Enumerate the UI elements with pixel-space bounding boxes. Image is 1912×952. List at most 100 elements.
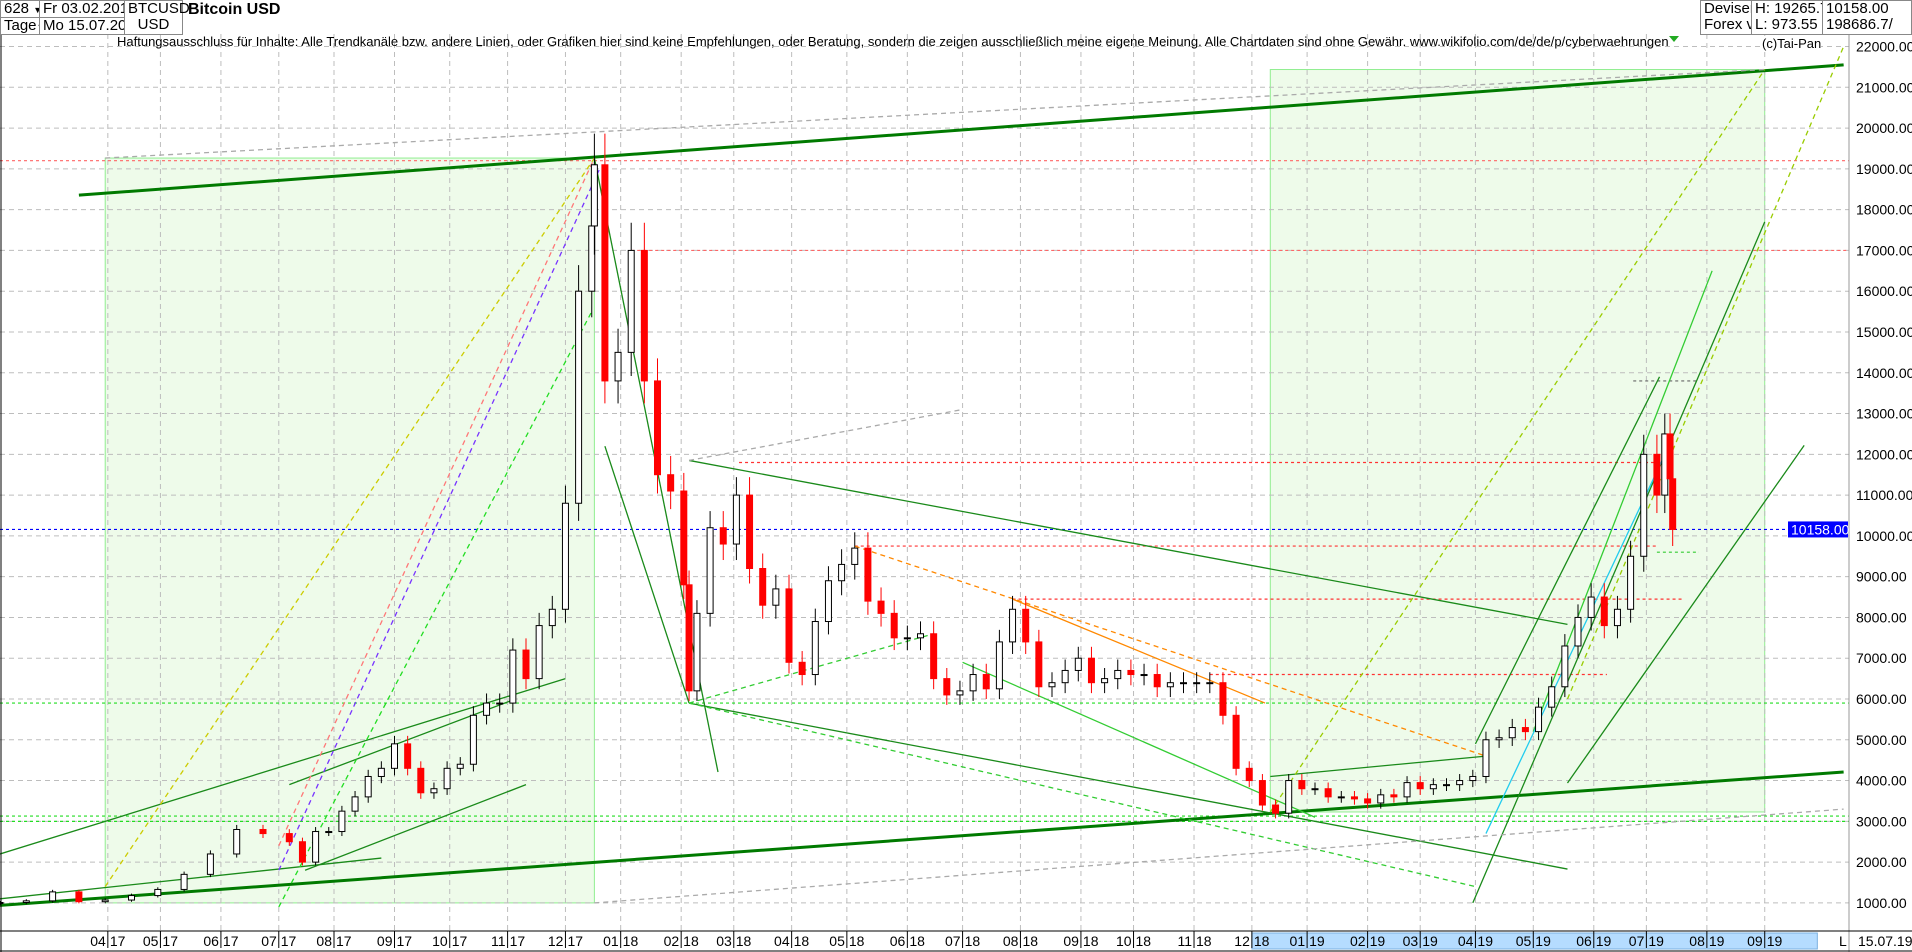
candle (483, 693, 491, 725)
x-tick-label-month: 08 (1003, 933, 1019, 949)
candle-body (798, 661, 806, 676)
candle-body (1613, 608, 1621, 627)
scale-mode-button[interactable]: L (1839, 933, 1847, 949)
candle (22, 899, 30, 905)
candle-body (1087, 657, 1095, 684)
x-tick-label-year: 17 (397, 933, 413, 949)
candle (1456, 774, 1464, 791)
candle (1140, 663, 1148, 686)
candle (1219, 672, 1227, 725)
candle-body (1061, 669, 1069, 684)
start-date-field[interactable]: Fr 03.02.2017 (39, 0, 136, 18)
x-tick-label-month: 03 (1403, 933, 1419, 949)
x-tick-label-month: 05 (1516, 933, 1532, 949)
trend-line (104, 157, 595, 887)
candle (680, 472, 688, 600)
x-tick-label-month: 01 (603, 933, 619, 949)
candle (1469, 769, 1477, 788)
bars-count-select[interactable]: 628 ▼ (0, 0, 43, 18)
candle-body (930, 633, 938, 680)
candle (969, 663, 977, 701)
candle-body (1669, 478, 1677, 530)
trend-line (1474, 376, 1661, 745)
x-tick-label-month: 12 (548, 933, 564, 949)
candle-body (588, 225, 596, 292)
symbol-cell: BTCUSD USD (124, 0, 190, 35)
candle (930, 621, 938, 690)
currency: USD (137, 16, 170, 33)
candle-body (654, 380, 661, 476)
candle-body (1206, 682, 1214, 685)
candle (1669, 460, 1677, 547)
candle-body (1666, 433, 1674, 480)
x-tick-label-year: 19 (1535, 933, 1551, 949)
candle-body (1364, 798, 1372, 804)
candle (1035, 629, 1043, 698)
candle (1048, 672, 1056, 698)
end-date-field[interactable]: Mo 15.07.2019 (39, 17, 143, 35)
candle (75, 889, 83, 904)
candle-body (851, 547, 859, 565)
candle (1377, 788, 1385, 809)
x-tick-label-year: 18 (909, 933, 925, 949)
x-tick-label-year: 17 (567, 933, 583, 949)
candle-body (561, 502, 569, 610)
x-tick-label-month: 10 (1116, 933, 1132, 949)
candle (1350, 790, 1358, 805)
candle-body (903, 637, 911, 640)
candle-body (1219, 682, 1227, 716)
y-tick-label: 20000.00 (1856, 120, 1912, 136)
candle-body (772, 588, 780, 606)
candle-body (627, 249, 635, 353)
x-tick-label-year: 17 (162, 933, 178, 949)
candle (590, 133, 598, 255)
candle-body (732, 494, 740, 545)
candle (180, 871, 188, 892)
candle-body (1535, 706, 1543, 733)
candle (1613, 595, 1621, 639)
candle (1074, 646, 1082, 682)
candle (1627, 540, 1635, 623)
candle (1180, 672, 1187, 694)
candle (1535, 697, 1543, 741)
y-tick-label: 7000.00 (1856, 650, 1907, 666)
candle-body (943, 678, 951, 696)
trend-line (304, 784, 527, 871)
candle-body (680, 490, 688, 586)
candle-body (864, 547, 872, 602)
candle (943, 668, 951, 705)
y-tick-label: 22000.00 (1856, 39, 1912, 55)
candle-body (1180, 682, 1187, 685)
x-tick-label-month: 05 (829, 933, 845, 949)
candle (1495, 729, 1503, 748)
candle-body (1035, 641, 1043, 688)
candle-body (509, 649, 517, 704)
last-volume-cell: 10158.00 198686.7/ (1822, 0, 1912, 35)
x-tick-label-year: 17 (452, 933, 468, 949)
candle-body (1600, 596, 1608, 627)
chevron-down-icon: ▼ (33, 5, 43, 15)
candle (1640, 434, 1648, 572)
candle-body (469, 714, 477, 765)
candle (1101, 668, 1109, 694)
candle (838, 549, 846, 596)
last-date: 15.07.19 (1858, 933, 1912, 949)
period-select[interactable]: Tage▼ (0, 17, 45, 35)
candle (746, 477, 754, 584)
candle-body (956, 690, 964, 696)
candle (1245, 761, 1253, 788)
candle (601, 133, 609, 404)
plot-area (0, 34, 1849, 930)
x-tick-label-year: 18 (1083, 933, 1099, 949)
trend-line (604, 445, 690, 704)
candle-body (1653, 453, 1661, 496)
candle-body (824, 580, 832, 623)
candle (1298, 774, 1306, 795)
trend-line (1012, 598, 1266, 704)
candle-body (75, 891, 83, 903)
candle (206, 850, 214, 878)
candle (685, 570, 693, 701)
last-value: 10158.00 (1826, 0, 1889, 17)
candle (903, 625, 911, 651)
